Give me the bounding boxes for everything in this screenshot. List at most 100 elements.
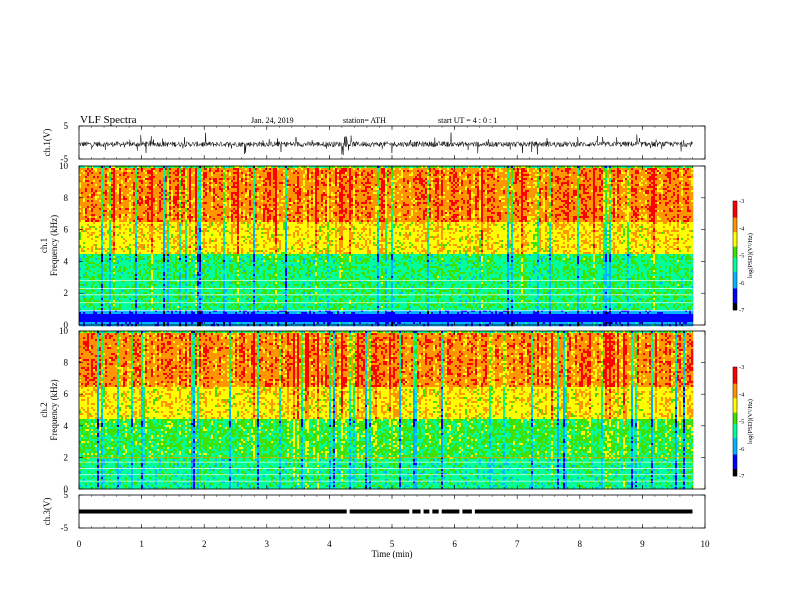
spectrogram-cell [561, 168, 564, 171]
spectrogram-cell [575, 188, 578, 191]
spectrogram-cell [611, 172, 614, 175]
spectrogram-cell [653, 194, 656, 197]
spectrogram-cell [465, 188, 468, 191]
spectrogram-cell [163, 180, 166, 183]
spectrogram-cell [209, 196, 212, 199]
spectrogram-cell [139, 166, 142, 169]
spectrogram-cell [547, 166, 550, 169]
spectrogram-cell [245, 188, 248, 191]
spectrogram-cell [615, 180, 618, 183]
spectrogram-cell [191, 190, 194, 193]
spectrogram-cell [499, 194, 502, 197]
spectrogram-cell [629, 194, 632, 197]
spectrogram-cell [373, 184, 376, 187]
spectrogram-cell [371, 188, 374, 191]
spectrogram-cell [483, 172, 486, 175]
spectrogram-cell [395, 192, 398, 195]
spectrogram-cell [85, 166, 88, 169]
spectrogram-cell [673, 190, 676, 193]
spectrogram-cell [569, 190, 572, 193]
spectrogram-cell [89, 172, 92, 175]
spectrogram-cell [583, 190, 586, 193]
spectrogram-cell [389, 186, 392, 189]
spectrogram-cell [291, 192, 294, 195]
spectrogram-cell [677, 168, 680, 171]
spectrogram-cell [465, 172, 468, 175]
spectrogram-cell [423, 172, 426, 175]
spectrogram-cell [559, 176, 562, 179]
spectrogram-cell [193, 180, 196, 183]
spectrogram-cell [675, 186, 678, 189]
spectrogram-cell [521, 178, 524, 181]
spectrogram-cell [383, 182, 386, 185]
spectrogram-cell [341, 192, 344, 195]
spectrogram-cell [127, 178, 130, 181]
spectrogram-cell [549, 170, 552, 173]
spectrogram-cell [623, 194, 626, 197]
spectrogram-cell [467, 192, 470, 195]
spectrogram-cell [449, 176, 452, 179]
spectrogram-cell [167, 186, 170, 189]
spectrogram-cell [395, 178, 398, 181]
spectrogram-cell [153, 172, 156, 175]
spectrogram-cell [269, 194, 272, 197]
spectrogram-cell [627, 188, 630, 191]
spectrogram-cell [357, 166, 360, 169]
spectrogram-cell [199, 180, 202, 183]
spectrogram-cell [195, 186, 198, 189]
spectrogram-cell [87, 182, 90, 185]
spectrogram-cell [129, 182, 132, 185]
spectrogram-cell [301, 168, 304, 171]
spectrogram-cell [115, 184, 118, 187]
spectrogram-cell [113, 182, 116, 185]
spectrogram-cell [459, 186, 462, 189]
spectrogram-cell [445, 174, 448, 177]
spectrogram-cell [335, 190, 338, 193]
spectrogram-cell [533, 182, 536, 185]
spectrogram-cell [467, 176, 470, 179]
spectrogram-cell [573, 168, 576, 171]
spectrogram-cell [643, 166, 646, 169]
spectrogram-cell [679, 174, 682, 177]
spectrogram-cell [559, 170, 562, 173]
spectrogram-cell [107, 182, 110, 185]
spectrogram-cell [171, 190, 174, 193]
spectrogram-cell [669, 192, 672, 195]
spectrogram-cell [317, 194, 320, 197]
spectrogram-cell [161, 186, 164, 189]
spectrogram-cell [239, 170, 242, 173]
spectrogram-cell [499, 196, 502, 199]
spectrogram-cell [83, 192, 86, 195]
spectrogram-cell [429, 180, 432, 183]
spectrogram-cell [411, 182, 414, 185]
spectrogram-cell [581, 192, 584, 195]
spectrogram-cell [521, 188, 524, 191]
spectrogram-cell [553, 176, 556, 179]
spectrogram-cell [687, 190, 690, 193]
spectrogram-cell [295, 180, 298, 183]
spectrogram-cell [253, 172, 256, 175]
spectrogram-cell [447, 186, 450, 189]
spectrogram-cell [481, 186, 484, 189]
spectrogram-cell [429, 178, 432, 181]
spectrogram-cell [569, 182, 572, 185]
spectrogram-cell [367, 180, 370, 183]
spectrogram-cell [245, 166, 248, 169]
spectrogram-cell [263, 182, 266, 185]
spectrogram-cell [607, 186, 610, 189]
spectrogram-cell [491, 170, 494, 173]
spectrogram-cell [553, 188, 556, 191]
spectrogram-cell [637, 178, 640, 181]
spectrogram-cell [619, 176, 622, 179]
spectrogram-cell [327, 188, 330, 191]
spectrogram-cell [539, 166, 542, 169]
spectrogram-cell [625, 194, 628, 197]
spectrogram-cell [265, 196, 268, 199]
spectrogram-cell [535, 172, 538, 175]
spectrogram-cell [321, 190, 324, 193]
spectrogram-cell [263, 188, 266, 191]
spectrogram-cell [553, 182, 556, 185]
spectrogram-cell [499, 188, 502, 191]
spectrogram-cell [263, 178, 266, 181]
spectrogram-cell [335, 186, 338, 189]
